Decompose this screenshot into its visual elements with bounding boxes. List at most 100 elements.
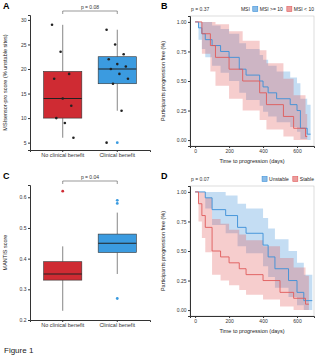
point <box>107 58 110 61</box>
legend-swatch <box>293 177 298 182</box>
confidence-band <box>195 192 312 310</box>
tick: 25 <box>21 42 30 48</box>
panel-letter: D <box>161 171 168 181</box>
whisker <box>62 118 63 138</box>
legend-label: Unstable <box>269 176 289 182</box>
tick-label: 20 <box>21 66 27 72</box>
tick-label: Clinical benefit <box>99 322 135 328</box>
outlier <box>116 199 119 202</box>
median <box>44 273 82 274</box>
tick: 0.5 <box>20 225 30 231</box>
tick-mark <box>28 20 30 21</box>
tick: 400 <box>259 146 268 154</box>
tick-mark <box>188 310 190 311</box>
tick-mark <box>28 228 30 229</box>
whisker <box>117 213 118 234</box>
tick-label: 600 <box>293 318 302 324</box>
tick-label: 15 <box>21 91 27 97</box>
box-body <box>98 234 136 252</box>
axis: 0 200 400 600 <box>191 146 315 154</box>
tick-mark <box>188 81 190 82</box>
legend-swatch <box>262 177 267 182</box>
panel-letter: A <box>3 1 10 11</box>
axis: 51015202530 <box>21 16 31 151</box>
tick: 0 <box>194 146 197 154</box>
tick: 10 <box>21 115 30 121</box>
axis-line <box>188 17 191 147</box>
tick-label: 0.75 <box>177 219 187 225</box>
annotation: p = 0.37 <box>191 6 209 12</box>
tick-label: 0.25 <box>177 108 187 114</box>
tick-mark <box>28 44 30 45</box>
point <box>122 53 125 56</box>
tick: No clinical benefit <box>41 150 85 158</box>
tick: Clinical benefit <box>99 320 135 328</box>
plot-frame <box>190 16 314 146</box>
point <box>59 51 62 54</box>
point <box>120 109 123 112</box>
tick-label: 0.00 <box>177 307 187 313</box>
tick: 0.00 <box>177 137 190 143</box>
y-axis-title: Participants progression free (%) <box>160 41 166 121</box>
tick-label: No clinical benefit <box>41 322 85 328</box>
tick: 0.25 <box>177 278 190 284</box>
tick-label: 10 <box>21 115 27 121</box>
axis-line <box>28 186 31 321</box>
outlier <box>116 297 119 300</box>
plot-area <box>44 190 137 311</box>
tick-mark <box>188 140 190 141</box>
panel: 0.20.30.40.50.6No clinical benefitClinic… <box>2 171 151 328</box>
tick-label: 5 <box>24 140 27 146</box>
annotation: p = 0.07 <box>191 176 209 182</box>
plot-area <box>195 22 311 140</box>
x-axis-title: Time to progression (days) <box>219 328 284 334</box>
tick-mark <box>28 118 30 119</box>
survival-curve <box>195 192 309 304</box>
point <box>64 122 67 125</box>
tick-label: 0.3 <box>20 286 27 292</box>
point <box>118 73 121 76</box>
legend-swatch <box>287 7 292 12</box>
point <box>112 82 115 85</box>
tick-label: Clinical benefit <box>99 152 135 158</box>
outlier <box>116 202 119 205</box>
axis-line <box>188 187 191 317</box>
tick-label: 1.00 <box>177 19 187 25</box>
box-body <box>44 71 82 118</box>
figure-label: Figure 1 <box>4 346 34 355</box>
whisker <box>62 25 63 72</box>
tick-label: 600 <box>293 148 302 154</box>
box-body <box>98 57 136 84</box>
tick-mark <box>28 94 30 95</box>
tick-label: 0 <box>194 318 197 324</box>
tick-mark <box>28 143 30 144</box>
y-axis-title: MANTIS score <box>2 235 8 271</box>
tick-label: 0.2 <box>20 317 27 323</box>
annotation: p = 0.08 <box>81 4 99 10</box>
tick-label: 200 <box>225 318 234 324</box>
tick-label: 0.50 <box>177 78 187 84</box>
legend-label: MSI >= 10 <box>260 6 283 12</box>
box-body <box>44 262 82 280</box>
tick-label: 0 <box>194 148 197 154</box>
axis: 0.20.30.40.50.6 <box>20 186 31 324</box>
tick-mark <box>188 221 190 222</box>
axis: No clinical benefit Clinical benefit <box>31 320 151 328</box>
panel-letter: C <box>3 171 10 181</box>
confidence-band <box>195 22 311 140</box>
median <box>44 98 82 99</box>
y-axis-title: Participants progression free (%) <box>160 211 166 291</box>
box <box>98 28 136 144</box>
tick: 0.3 <box>20 286 30 292</box>
tick-label: 0.25 <box>177 278 187 284</box>
tick: 200 <box>225 146 234 154</box>
legend-swatch <box>253 7 258 12</box>
panel-letter: B <box>161 1 168 11</box>
tick-label: No clinical benefit <box>41 152 85 158</box>
tick: 20 <box>21 66 30 72</box>
tick-label: 0.00 <box>177 137 187 143</box>
survival-curve <box>195 22 307 137</box>
tick-mark <box>28 259 30 260</box>
point <box>61 97 64 100</box>
survival-curve <box>195 192 312 301</box>
